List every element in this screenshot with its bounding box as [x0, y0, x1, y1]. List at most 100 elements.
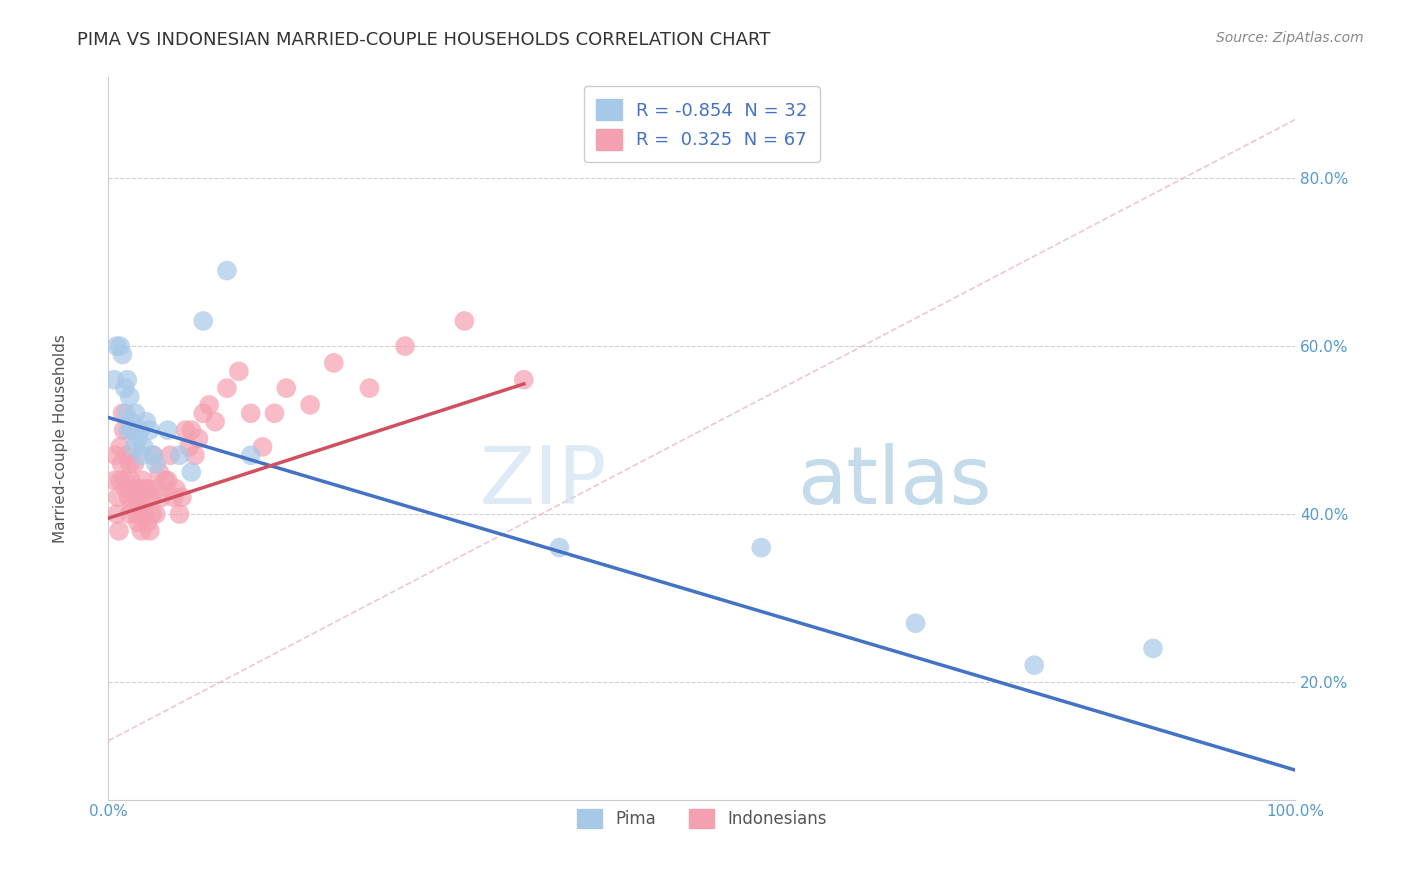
- Point: [263, 406, 285, 420]
- Point: [128, 499, 150, 513]
- Text: ZIP: ZIP: [479, 442, 607, 521]
- Point: [135, 415, 157, 429]
- Point: [1142, 641, 1164, 656]
- Point: [146, 482, 169, 496]
- Point: [121, 499, 143, 513]
- Legend: Pima, Indonesians: Pima, Indonesians: [569, 802, 834, 835]
- Point: [139, 524, 162, 538]
- Text: Source: ZipAtlas.com: Source: ZipAtlas.com: [1216, 31, 1364, 45]
- Point: [117, 490, 139, 504]
- Point: [111, 347, 134, 361]
- Point: [131, 474, 153, 488]
- Point: [125, 507, 148, 521]
- Point: [174, 423, 197, 437]
- Point: [134, 507, 156, 521]
- Point: [129, 482, 152, 496]
- Point: [108, 440, 131, 454]
- Point: [513, 373, 536, 387]
- Point: [252, 440, 274, 454]
- Point: [215, 381, 238, 395]
- Point: [132, 440, 155, 454]
- Point: [114, 381, 136, 395]
- Point: [169, 507, 191, 521]
- Point: [159, 448, 181, 462]
- Point: [131, 448, 153, 462]
- Text: PIMA VS INDONESIAN MARRIED-COUPLE HOUSEHOLDS CORRELATION CHART: PIMA VS INDONESIAN MARRIED-COUPLE HOUSEH…: [77, 31, 770, 49]
- Point: [904, 616, 927, 631]
- Point: [105, 339, 128, 353]
- Point: [276, 381, 298, 395]
- Point: [108, 339, 131, 353]
- Point: [150, 490, 173, 504]
- Point: [108, 474, 131, 488]
- Point: [117, 423, 139, 437]
- Point: [103, 373, 125, 387]
- Point: [114, 474, 136, 488]
- Point: [394, 339, 416, 353]
- Point: [548, 541, 571, 555]
- Point: [155, 474, 177, 488]
- Point: [121, 423, 143, 437]
- Point: [124, 457, 146, 471]
- Point: [187, 432, 209, 446]
- Point: [148, 465, 170, 479]
- Point: [198, 398, 221, 412]
- Point: [239, 406, 262, 420]
- Point: [228, 364, 250, 378]
- Point: [120, 474, 142, 488]
- Point: [115, 406, 138, 420]
- Point: [239, 448, 262, 462]
- Point: [193, 406, 215, 420]
- Point: [749, 541, 772, 555]
- Point: [184, 448, 207, 462]
- Point: [132, 490, 155, 504]
- Point: [104, 448, 127, 462]
- Point: [131, 524, 153, 538]
- Point: [105, 507, 128, 521]
- Point: [193, 314, 215, 328]
- Point: [180, 465, 202, 479]
- Point: [139, 490, 162, 504]
- Point: [145, 507, 167, 521]
- Point: [112, 423, 135, 437]
- Text: atlas: atlas: [797, 442, 991, 521]
- Point: [1024, 658, 1046, 673]
- Point: [129, 423, 152, 437]
- Point: [359, 381, 381, 395]
- Point: [156, 474, 179, 488]
- Point: [115, 482, 138, 496]
- Point: [118, 457, 141, 471]
- Point: [215, 263, 238, 277]
- Point: [322, 356, 344, 370]
- Point: [138, 482, 160, 496]
- Point: [177, 440, 200, 454]
- Point: [127, 516, 149, 530]
- Point: [453, 314, 475, 328]
- Point: [180, 423, 202, 437]
- Point: [156, 423, 179, 437]
- Point: [135, 482, 157, 496]
- Point: [110, 457, 132, 471]
- Point: [117, 373, 139, 387]
- Point: [139, 423, 162, 437]
- Point: [127, 432, 149, 446]
- Point: [204, 415, 226, 429]
- Point: [170, 490, 193, 504]
- Point: [165, 482, 187, 496]
- Point: [117, 448, 139, 462]
- Point: [142, 448, 165, 462]
- Point: [136, 516, 159, 530]
- Point: [145, 457, 167, 471]
- Point: [107, 490, 129, 504]
- Text: Married-couple Households: Married-couple Households: [53, 334, 69, 543]
- Point: [118, 390, 141, 404]
- Point: [120, 415, 142, 429]
- Point: [108, 524, 131, 538]
- Point: [118, 507, 141, 521]
- Point: [124, 440, 146, 454]
- Point: [141, 507, 163, 521]
- Point: [124, 406, 146, 420]
- Point: [169, 448, 191, 462]
- Point: [103, 474, 125, 488]
- Point: [162, 490, 184, 504]
